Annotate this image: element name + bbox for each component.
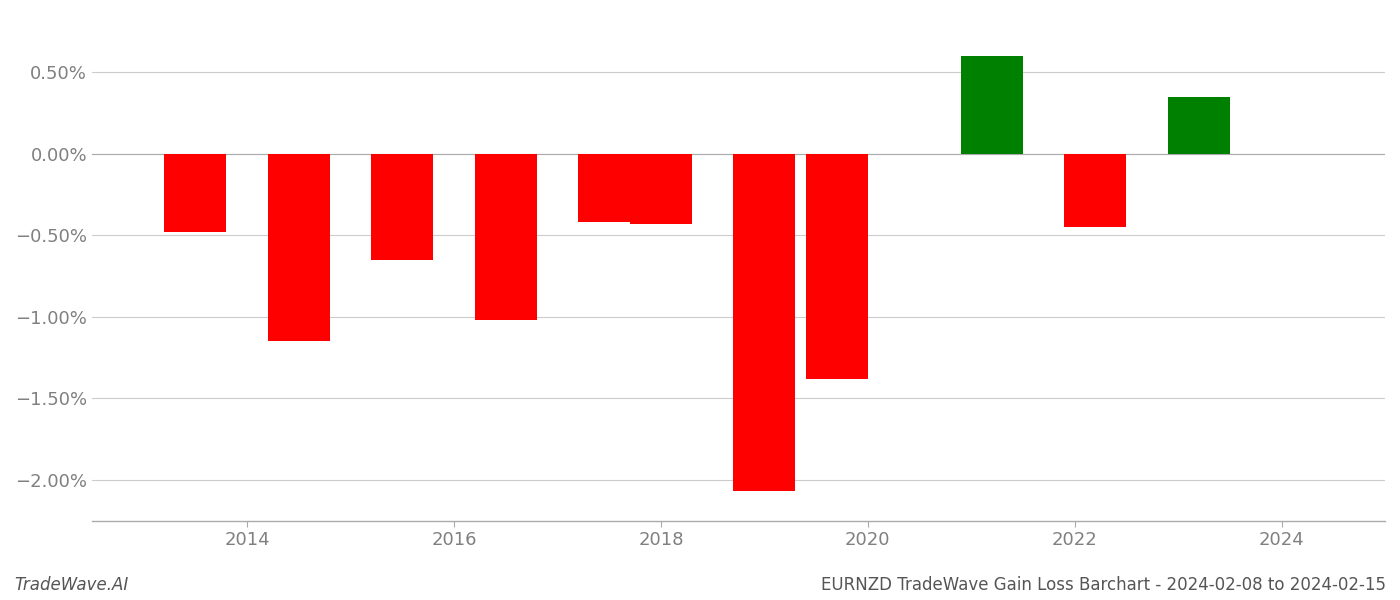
- Bar: [475, 154, 536, 320]
- Text: EURNZD TradeWave Gain Loss Barchart - 2024-02-08 to 2024-02-15: EURNZD TradeWave Gain Loss Barchart - 20…: [820, 576, 1386, 594]
- Bar: [1168, 97, 1229, 154]
- Bar: [267, 154, 330, 341]
- Bar: [371, 154, 434, 260]
- Bar: [164, 154, 227, 232]
- Bar: [1064, 154, 1127, 227]
- Bar: [578, 154, 640, 222]
- Bar: [630, 154, 692, 224]
- Bar: [960, 56, 1023, 154]
- Bar: [806, 154, 868, 379]
- Bar: [734, 154, 795, 491]
- Text: TradeWave.AI: TradeWave.AI: [14, 576, 129, 594]
